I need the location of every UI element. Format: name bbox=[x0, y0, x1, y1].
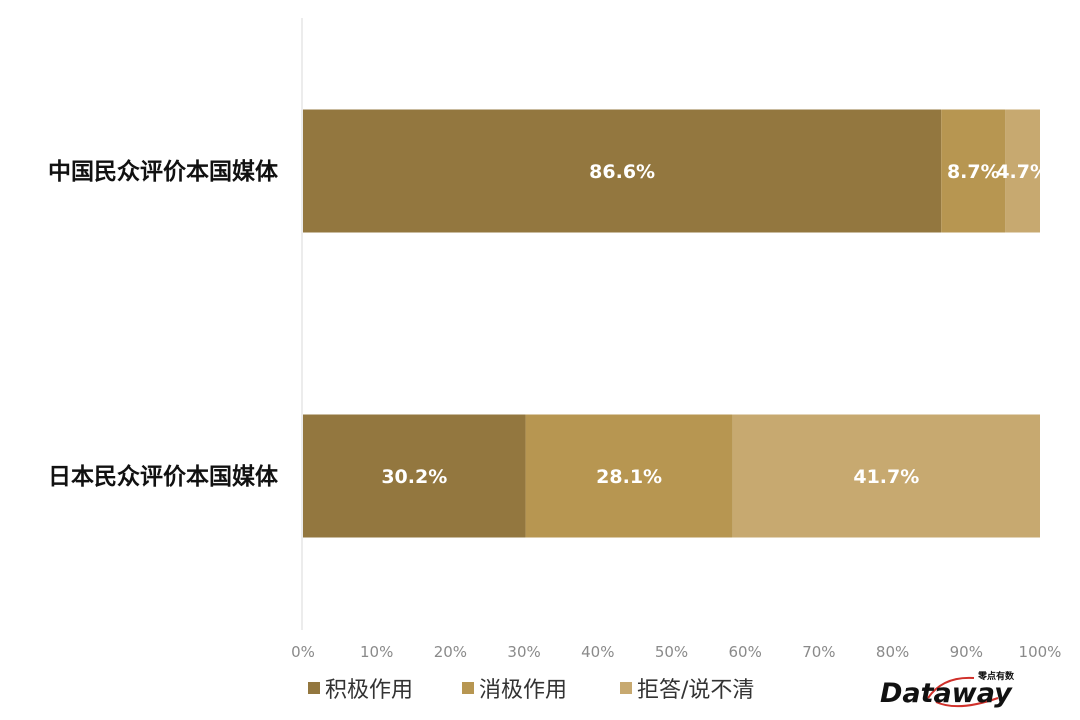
category-label: 中国民众评价本国媒体 bbox=[48, 158, 279, 185]
x-tick-label: 20% bbox=[434, 643, 467, 661]
category-label: 日本民众评价本国媒体 bbox=[48, 463, 279, 490]
x-tick-label: 90% bbox=[950, 643, 983, 661]
legend: 积极作用 消极作用 拒答/说不清 bbox=[308, 678, 754, 703]
x-tick-label: 10% bbox=[360, 643, 393, 661]
bar-value-label: 8.7% bbox=[947, 161, 1000, 183]
x-tick-label: 30% bbox=[507, 643, 540, 661]
bar-value-label: 4.7% bbox=[996, 161, 1049, 183]
legend-label: 积极作用 bbox=[325, 678, 413, 703]
x-tick-label: 60% bbox=[729, 643, 762, 661]
legend-swatch bbox=[620, 682, 632, 694]
bar-value-label: 41.7% bbox=[853, 466, 919, 488]
legend-label: 拒答/说不清 bbox=[637, 678, 754, 703]
legend-label: 消极作用 bbox=[479, 678, 567, 703]
x-tick-label: 40% bbox=[581, 643, 614, 661]
legend-swatch bbox=[462, 682, 474, 694]
x-tick-label: 0% bbox=[291, 643, 315, 661]
bar-value-label: 30.2% bbox=[381, 466, 447, 488]
bars bbox=[303, 109, 1040, 538]
bar-value-label: 86.6% bbox=[589, 161, 655, 183]
bar-data-labels: 86.6% 8.7%4.7% 30.2% 28.1% 41.7% bbox=[381, 161, 1049, 488]
logo-brand: Dataway bbox=[880, 678, 1013, 709]
x-tick-label: 80% bbox=[876, 643, 909, 661]
x-axis-ticks: 0% 10% 20% 30% 40% 50% 60% 70% 80% 90% 100% bbox=[291, 643, 1061, 661]
logo-subtitle: 零点有数 bbox=[977, 670, 1015, 682]
x-tick-label: 70% bbox=[802, 643, 835, 661]
bar-segment bbox=[941, 109, 1006, 233]
dataway-logo: 零点有数 Dataway bbox=[880, 670, 1015, 709]
x-tick-label: 50% bbox=[655, 643, 688, 661]
bar-segment bbox=[732, 414, 1040, 538]
x-tick-label: 100% bbox=[1019, 643, 1062, 661]
bar-segment bbox=[303, 414, 526, 538]
bar-value-label: 28.1% bbox=[596, 466, 662, 488]
bar-segment bbox=[1005, 109, 1040, 233]
bar-segment bbox=[303, 109, 942, 233]
bar-segment bbox=[525, 414, 733, 538]
legend-swatch bbox=[308, 682, 320, 694]
